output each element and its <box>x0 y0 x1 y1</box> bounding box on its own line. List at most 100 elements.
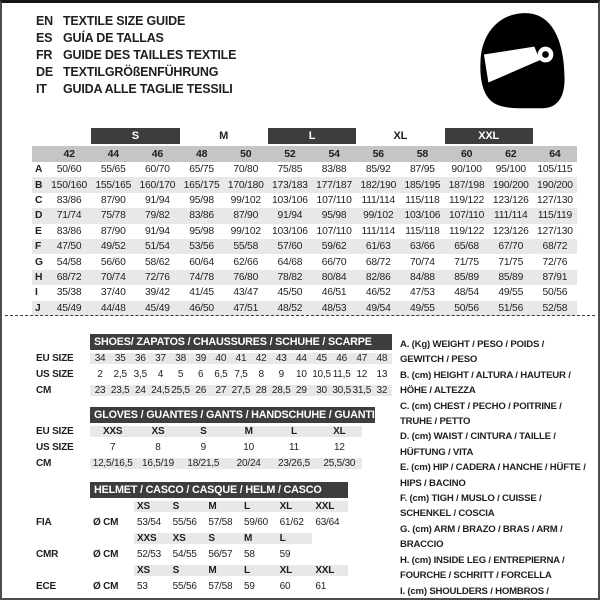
measure-value: 46/52 <box>365 287 391 299</box>
measure-value: 50/56 <box>542 287 568 299</box>
table-value: 27 <box>210 384 231 396</box>
table-value: 7,5 <box>234 368 248 380</box>
size-band-S: S <box>91 127 180 144</box>
legend-item: H. (cm) INSIDE LEG / ENTREPIERNA / FOURC… <box>400 554 565 582</box>
measure-value: 83/86 <box>56 194 82 206</box>
language-row: ES GUÍA DE TALLAS <box>36 30 236 47</box>
standard-label: FIA <box>36 516 52 528</box>
table-value: 43 <box>271 352 292 364</box>
table-value: XS <box>135 425 181 437</box>
helmet-size: XL <box>276 564 313 576</box>
table-value: 29 <box>291 384 312 396</box>
measure-row-F: F 47/50 49/52 51/54 53/56 55/58 57/60 59/62 61/6… <box>32 238 577 255</box>
measure-value: 63/66 <box>410 241 435 253</box>
helmet-value: 53/54 <box>137 516 162 528</box>
helmet-value: 57/58 <box>208 580 233 592</box>
table-row: CM 12,5/16,5 16,5/19 18/21,5 20/24 23/26,5 25,… <box>32 455 362 471</box>
measure-value: 91/94 <box>145 194 170 206</box>
table-value: 41 <box>230 352 252 364</box>
table-value: 36 <box>130 352 151 364</box>
measure-value: 55/58 <box>233 241 259 253</box>
table-value: 38 <box>170 352 191 364</box>
table-value: 23 <box>90 384 111 396</box>
table-row: EU SIZE XXS XS S M L XL <box>32 423 362 439</box>
measure-value: 49/55 <box>498 287 524 299</box>
standard-label: ECE <box>36 580 56 592</box>
measure-value: 71/75 <box>454 256 479 268</box>
measure-value: 123/126 <box>492 194 529 206</box>
language-code: DE <box>36 65 53 79</box>
table-value: 3,5 <box>133 368 148 380</box>
table-value: 12 <box>333 441 345 453</box>
size-number: 60 <box>460 148 473 160</box>
table-value: 34 <box>90 352 111 364</box>
measure-value: 82/86 <box>365 271 391 283</box>
measure-value: 44/48 <box>100 302 126 314</box>
helmet-value-row: FIA Ø CM 53/54 55/56 57/58 59/60 61/62 63/64 <box>32 514 348 530</box>
measure-value: 48/53 <box>321 302 347 314</box>
size-band-M: M <box>219 129 229 142</box>
measure-value: 160/170 <box>139 179 176 191</box>
measure-value: 37/40 <box>100 287 126 299</box>
measure-value: 67/70 <box>498 241 524 253</box>
measure-value: 48/52 <box>277 302 303 314</box>
table-value: 37 <box>150 352 171 364</box>
row-letter: G <box>35 256 43 268</box>
table-value: 9 <box>278 368 285 380</box>
measure-value: 35/38 <box>56 287 82 299</box>
main-size-table: S M L XL XXL 42 44 46 48 50 52 54 56 58 60 62 64 A 50/60 55… <box>32 127 577 316</box>
helmet-size: S <box>169 500 206 512</box>
row-letter: A <box>35 164 43 176</box>
helmet-size-row: XXS XS S M L <box>32 530 348 546</box>
measure-value: 83/86 <box>189 210 214 222</box>
unit-label: Ø CM <box>93 548 119 560</box>
legend-item: G. (cm) ARM / BRAZO / BRAS / ARM / BRACC… <box>400 523 563 551</box>
table-value: 12 <box>356 368 368 380</box>
helmet-size: XL <box>276 500 313 512</box>
table-value: XL <box>316 425 362 437</box>
language-row: EN TEXTILE SIZE GUIDE <box>36 13 236 30</box>
helmet-value: 58 <box>244 548 255 560</box>
table-value: 31,5 <box>351 384 372 396</box>
table-value: 4 <box>157 368 164 380</box>
table-value: 46 <box>331 352 352 364</box>
table-value: 28,5 <box>271 384 292 396</box>
table-value: L <box>271 425 317 437</box>
measure-value: 107/110 <box>316 194 352 206</box>
measure-value: 45/49 <box>56 302 82 314</box>
measure-value: 70/80 <box>233 164 259 176</box>
legend-item: F. (cm) TIGH / MUSLO / CUISSE / SCHENKEL… <box>400 493 542 520</box>
measure-value: 150/160 <box>51 179 87 191</box>
measure-value: 87/90 <box>100 225 126 237</box>
row-label: US SIZE <box>36 368 74 380</box>
size-number: 58 <box>416 148 429 160</box>
language-code: IT <box>36 82 47 96</box>
table-row: US SIZE 2 2,5 3,5 4 5 6 6,5 7,5 8 9 10 10,5 11,5 12 13 <box>32 366 392 382</box>
measure-value: 47/50 <box>56 241 82 253</box>
table-value: 30 <box>311 384 332 396</box>
measure-value: 52/58 <box>542 302 568 314</box>
size-number: 54 <box>328 148 340 160</box>
table-value: 23/26,5 <box>271 457 317 469</box>
measure-value: 76/80 <box>233 271 259 283</box>
helmet-size-row: XS S M L XL XXL <box>32 562 348 578</box>
table-value: 44 <box>291 352 312 364</box>
helmet-value: 61/62 <box>279 516 304 528</box>
measure-value: 85/92 <box>365 164 391 176</box>
size-band-XXL: XXL <box>444 127 533 144</box>
measure-value: 99/102 <box>230 225 261 237</box>
helmet-size: M <box>241 532 277 544</box>
measure-row-D: D 71/74 75/78 79/82 83/86 87/90 91/94 95/98 99/1… <box>32 208 577 224</box>
table-value: 6 <box>198 368 204 380</box>
language-code: FR <box>36 48 53 62</box>
row-label: EU SIZE <box>36 425 74 437</box>
table-value: 30,5 <box>331 384 352 396</box>
measure-value: 95/98 <box>189 194 214 206</box>
table-value: 16,5/19 <box>135 457 181 469</box>
measure-value: 50/60 <box>56 164 82 176</box>
helmet-size: M <box>205 564 241 576</box>
section-divider <box>5 315 595 316</box>
measure-value: 56/60 <box>100 256 126 268</box>
measure-value: 87/91 <box>542 271 568 283</box>
